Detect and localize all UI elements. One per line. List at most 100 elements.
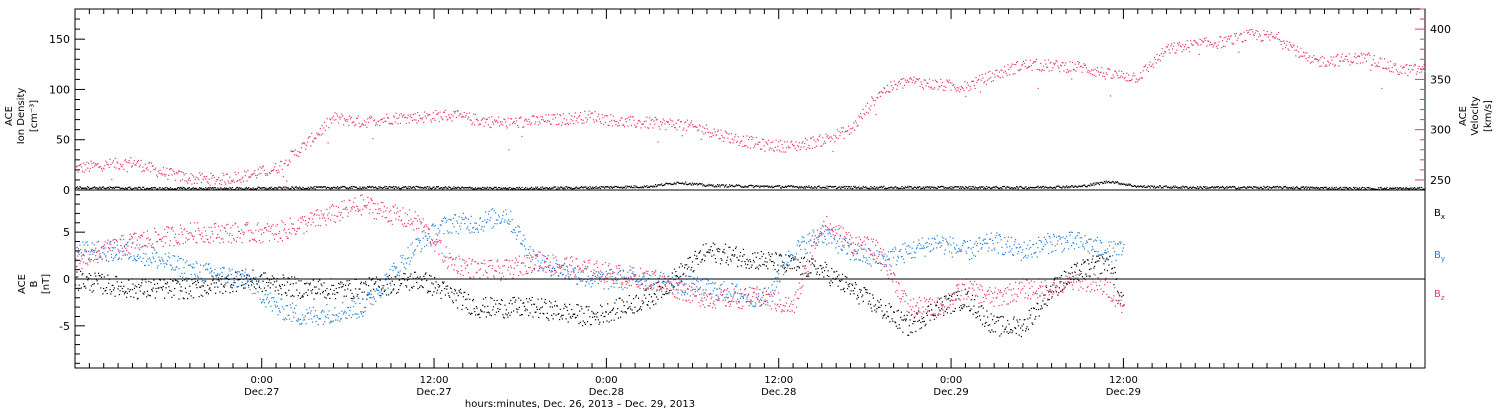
bottom-point <box>1114 266 1116 269</box>
bottom-point <box>215 274 217 277</box>
bottom-point <box>920 321 922 324</box>
top-point <box>198 179 200 181</box>
top-point <box>791 140 793 142</box>
bottom-point <box>841 279 843 281</box>
bottom-point <box>456 292 458 294</box>
top-point <box>1096 67 1099 69</box>
bottom-point <box>534 311 536 313</box>
top-point <box>917 79 919 81</box>
top-point <box>249 176 251 179</box>
top-point <box>559 187 561 189</box>
top-point <box>500 187 502 189</box>
top-point <box>155 167 157 169</box>
bottom-point <box>238 285 240 288</box>
top-point <box>779 185 781 187</box>
bottom-point <box>198 296 200 298</box>
bottom-point <box>473 308 475 310</box>
bottom-point <box>215 292 217 294</box>
bottom-point <box>553 313 555 315</box>
bottom-point <box>399 284 401 287</box>
top-point <box>1215 187 1217 189</box>
bottom-point <box>971 299 973 301</box>
bottom-point <box>750 266 752 268</box>
bottom-point <box>81 258 83 260</box>
top-point <box>1318 59 1320 61</box>
bottom-point <box>482 298 485 300</box>
top-point <box>1314 187 1316 189</box>
bottom-point <box>155 252 157 254</box>
top-point <box>1406 63 1408 66</box>
top-point <box>413 119 415 121</box>
top-point <box>344 186 346 188</box>
bottom-point <box>870 307 872 309</box>
top-point <box>1423 63 1425 66</box>
top-point <box>264 188 266 190</box>
bottom-point <box>489 314 491 316</box>
bottom-point <box>798 267 801 269</box>
top-point <box>265 187 267 189</box>
top-point <box>912 79 914 81</box>
bottom-point <box>510 311 513 313</box>
top-point <box>758 141 760 143</box>
bottom-point <box>135 260 137 262</box>
bottom-point <box>405 284 407 287</box>
bottom-point <box>189 290 192 292</box>
top-point <box>1395 189 1398 191</box>
top-point <box>96 163 98 165</box>
top-point <box>193 176 195 178</box>
bottom-point <box>194 275 197 277</box>
bottom-point <box>384 289 386 291</box>
top-point <box>980 79 982 81</box>
top-point <box>319 186 321 189</box>
top-point <box>573 116 576 118</box>
bottom-point <box>731 254 733 256</box>
top-point <box>831 138 833 140</box>
top-point <box>1212 46 1214 48</box>
bottom-point <box>129 288 131 291</box>
bottom-point <box>159 259 161 261</box>
bottom-point <box>290 295 292 298</box>
top-point <box>107 164 109 166</box>
bottom-point <box>706 251 709 253</box>
top-point <box>1147 70 1150 73</box>
bottom-point <box>688 256 691 259</box>
bottom-point <box>195 261 197 263</box>
top-point <box>919 85 921 87</box>
bottom-point <box>355 303 357 305</box>
top-point <box>1290 44 1292 46</box>
top-point <box>196 182 198 184</box>
top-point <box>590 113 592 115</box>
top-point <box>735 134 737 136</box>
bottom-point <box>732 254 734 256</box>
top-point <box>798 142 801 144</box>
top-point <box>584 110 586 112</box>
bottom-point <box>87 244 89 246</box>
bottom-point <box>984 325 986 327</box>
top-point <box>461 116 463 118</box>
top-point <box>1304 52 1306 54</box>
top-point <box>1336 188 1338 190</box>
top-point <box>1051 187 1053 189</box>
bottom-point <box>84 248 86 251</box>
top-point <box>1152 187 1155 189</box>
top-point <box>908 81 910 83</box>
bottom-point <box>110 240 112 243</box>
top-point <box>206 181 209 183</box>
bottom-point <box>266 298 268 300</box>
bottom-point <box>175 266 177 268</box>
bottom-point <box>995 321 997 323</box>
bottom-point <box>335 287 337 290</box>
bottom-point <box>541 298 543 300</box>
top-point <box>427 186 429 188</box>
top-point <box>718 184 720 186</box>
bottom-point <box>304 283 306 285</box>
top-point <box>658 126 660 128</box>
top-point <box>209 184 211 186</box>
bottom-point <box>185 277 187 279</box>
top-point <box>863 186 865 189</box>
top-point <box>573 123 575 125</box>
bottom-point <box>1014 327 1016 329</box>
bottom-point <box>1042 300 1044 302</box>
top-point <box>1375 66 1377 68</box>
bottom-point <box>612 309 614 311</box>
